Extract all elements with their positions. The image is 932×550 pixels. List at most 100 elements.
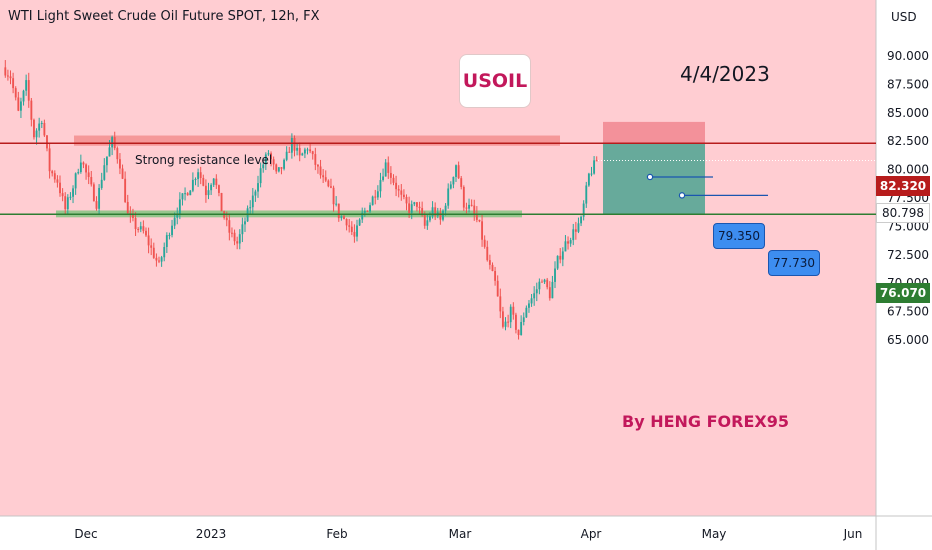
candle-body <box>257 183 259 192</box>
candle-body <box>116 148 119 160</box>
candle-body <box>25 80 28 91</box>
price-tick-label: 85.000 <box>887 106 929 120</box>
candle-body <box>72 188 74 197</box>
candle-body <box>51 171 54 174</box>
candle-body <box>514 314 517 330</box>
candle-body <box>405 196 408 204</box>
candle-body <box>460 178 463 187</box>
candle-body <box>556 255 559 269</box>
candle-body <box>358 219 361 226</box>
candle-body <box>499 296 502 312</box>
candle-body <box>191 179 194 191</box>
candle-body <box>6 75 9 77</box>
candle-body <box>184 193 187 195</box>
candle-body <box>442 210 444 220</box>
candle-body <box>14 88 17 98</box>
candle-body <box>262 164 265 169</box>
candle-body <box>137 228 140 230</box>
candle-body <box>535 289 538 294</box>
candle-body <box>275 164 278 172</box>
candle-body <box>449 184 452 189</box>
candle-body <box>462 186 465 208</box>
candle-body <box>118 159 121 169</box>
candle-body <box>267 153 270 155</box>
candle-body <box>533 293 536 299</box>
candle-body <box>74 173 77 189</box>
candle-body <box>155 257 158 261</box>
candle-body <box>413 202 416 205</box>
candle-body <box>543 279 546 283</box>
candle-body <box>17 97 20 111</box>
candle-body <box>520 321 523 336</box>
author-label: By HENG FOREX95 <box>622 412 789 431</box>
candle-body <box>322 175 325 178</box>
candle-body <box>525 307 528 318</box>
target-point <box>678 192 686 199</box>
candle-body <box>108 147 111 157</box>
candle-body <box>202 177 205 186</box>
candle-body <box>251 195 254 208</box>
candle-body <box>343 216 345 220</box>
candle-body <box>168 235 171 237</box>
candle-body <box>481 221 484 240</box>
candle-body <box>272 159 275 165</box>
price-tick-label: 90.000 <box>887 49 929 63</box>
stop-loss-zone <box>603 121 705 144</box>
candle-body <box>233 232 236 242</box>
candle-body <box>56 179 59 183</box>
candle-body <box>546 279 549 288</box>
candle-body <box>475 213 478 220</box>
candle-body <box>197 172 200 180</box>
candle-body <box>402 194 405 197</box>
candle-body <box>132 214 134 218</box>
candle-body <box>303 149 306 154</box>
target-2-label[interactable]: 77.730 <box>768 250 820 276</box>
candle-body <box>434 207 437 216</box>
candle-body <box>69 196 72 198</box>
candle-body <box>447 188 450 206</box>
candle-body <box>356 225 358 237</box>
candle-body <box>468 204 470 209</box>
candle-body <box>395 182 398 190</box>
candle-body <box>139 226 142 230</box>
candle-body <box>369 205 371 212</box>
price-tick-label: 80.000 <box>887 163 929 177</box>
candle-body <box>35 130 38 138</box>
price-tick-label: 65.000 <box>887 333 929 347</box>
candle-body <box>306 149 309 151</box>
target-1-label[interactable]: 79.350 <box>713 223 765 249</box>
price-axis-background <box>876 0 932 516</box>
candle-body <box>105 156 108 166</box>
candle-body <box>194 179 197 181</box>
time-tick-label: Apr <box>581 527 602 541</box>
candle-body <box>574 229 577 232</box>
candle-body <box>452 176 455 185</box>
candle-body <box>220 192 223 212</box>
candle-body <box>210 184 213 191</box>
candle-body <box>397 189 400 191</box>
currency-label: USD <box>891 10 917 24</box>
candle-body <box>350 226 353 232</box>
candles-layer <box>4 60 598 340</box>
candle-body <box>421 208 424 216</box>
candle-body <box>371 196 374 206</box>
candle-body <box>582 203 585 217</box>
candle-body <box>165 235 168 248</box>
candle-body <box>488 260 491 265</box>
candle-body <box>587 173 590 186</box>
candle-body <box>64 196 67 210</box>
time-axis-ticks: Dec 2023 Feb Mar Apr May Jun <box>74 527 862 541</box>
candle-body <box>429 216 431 221</box>
candle-body <box>585 185 588 204</box>
candle-body <box>280 167 283 169</box>
candle-body <box>288 151 291 153</box>
candle-body <box>27 80 30 101</box>
candle-body <box>285 151 288 160</box>
candle-body <box>330 186 332 188</box>
time-tick-label: Mar <box>449 527 472 541</box>
candle-body <box>40 122 43 124</box>
candle-body <box>439 212 442 220</box>
candle-body <box>92 184 95 202</box>
